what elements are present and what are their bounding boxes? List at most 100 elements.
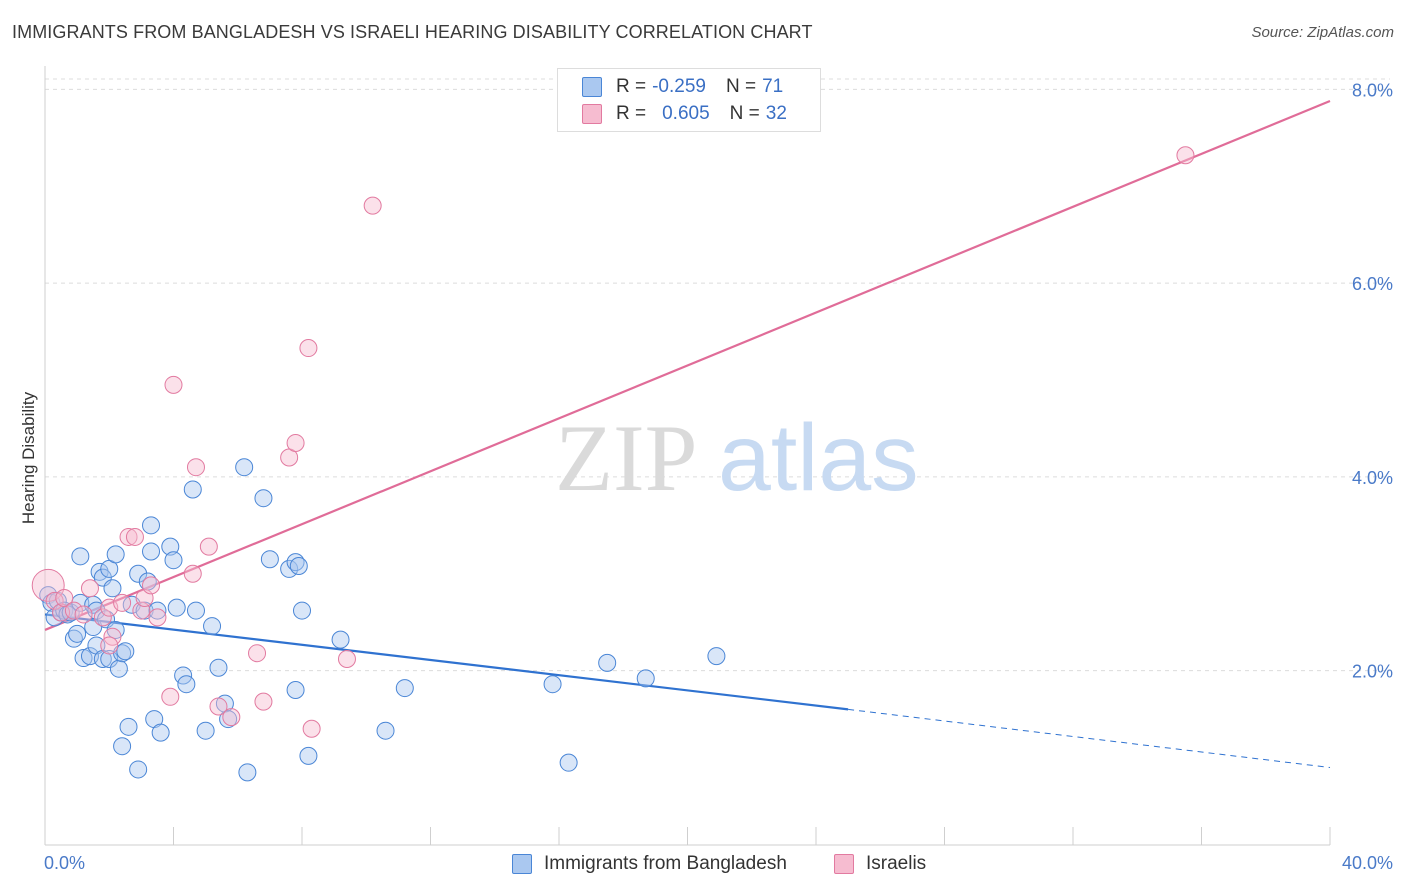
data-point-bangladesh <box>113 737 132 756</box>
watermark: ZIP atlas <box>555 405 919 511</box>
data-point-bangladesh <box>543 675 562 694</box>
data-point-bangladesh <box>598 653 617 672</box>
data-point-bangladesh <box>151 723 170 742</box>
x-tick-labels: 0.0% 40.0% <box>44 853 1393 873</box>
data-point-bangladesh <box>196 721 215 740</box>
data-point-bangladesh <box>299 746 318 765</box>
trend-line-bangladesh <box>44 613 849 711</box>
data-point-bangladesh <box>71 547 90 566</box>
data-point-israelis <box>363 196 382 215</box>
bottom-legend-swatch-pink <box>834 854 854 874</box>
data-point-bangladesh <box>260 550 279 569</box>
y-tick-labels: 2.0% 4.0% 6.0% 8.0% <box>1352 80 1393 681</box>
data-point-israelis <box>299 339 318 358</box>
data-point-bangladesh <box>235 458 254 477</box>
data-point-bangladesh <box>129 760 148 779</box>
legend-row-israelis: R = 0.605 N = 32 <box>582 102 787 126</box>
data-point-israelis <box>186 458 205 477</box>
data-point-bangladesh <box>103 579 122 598</box>
trend-line-bangladesh-extension <box>848 708 1331 768</box>
bottom-legend-swatch-blue <box>512 854 532 874</box>
data-point-bangladesh <box>142 516 161 535</box>
legend-row-bangladesh: R = -0.259 N = 71 <box>582 75 783 99</box>
legend-n-label: N = <box>725 76 757 97</box>
data-point-bangladesh <box>203 617 222 636</box>
data-point-bangladesh <box>209 658 228 677</box>
data-point-bangladesh <box>161 537 180 556</box>
source-label: Source: ZipAtlas.com <box>1251 24 1394 41</box>
x-tick-label: 40.0% <box>1342 853 1393 873</box>
y-tick-label: 4.0% <box>1352 468 1393 488</box>
data-point-israelis <box>164 375 183 394</box>
data-point-bangladesh <box>129 564 148 583</box>
legend: R = -0.259 N = 71 R = 0.605 N = 32 <box>557 68 821 132</box>
data-point-bangladesh <box>183 480 202 499</box>
data-point-bangladesh <box>395 679 414 698</box>
data-point-israelis <box>183 564 202 583</box>
data-point-israelis <box>248 644 267 663</box>
data-point-israelis <box>337 650 356 668</box>
data-point-bangladesh <box>142 542 161 561</box>
chart-title: IMMIGRANTS FROM BANGLADESH VS ISRAELI HE… <box>12 22 813 42</box>
data-point-bangladesh <box>74 649 93 668</box>
data-point-israelis <box>199 537 218 556</box>
data-point-bangladesh <box>293 601 311 620</box>
data-point-bangladesh <box>376 721 395 740</box>
data-point-bangladesh <box>289 557 308 575</box>
watermark-zip: ZIP <box>555 405 698 511</box>
legend-swatch-blue <box>582 77 602 97</box>
data-point-israelis <box>119 527 138 546</box>
bottom-legend-israelis: Israelis <box>834 852 926 876</box>
data-point-bangladesh <box>167 598 186 617</box>
data-point-israelis <box>31 568 65 602</box>
legend-swatch-pink <box>582 104 602 124</box>
data-point-bangladesh <box>331 630 350 649</box>
y-tick-label: 8.0% <box>1352 80 1393 100</box>
data-point-israelis <box>113 593 132 612</box>
data-point-israelis <box>148 608 167 627</box>
data-point-bangladesh <box>186 601 205 620</box>
legend-n-value: 71 <box>762 76 784 97</box>
data-point-bangladesh <box>707 647 726 666</box>
y-tick-label: 6.0% <box>1352 274 1393 294</box>
y-axis-label: Hearing Disability <box>19 391 38 524</box>
data-point-israelis <box>254 692 273 711</box>
data-point-israelis <box>55 588 74 607</box>
legend-r-label: R = <box>616 76 647 97</box>
data-point-bangladesh <box>148 601 167 620</box>
data-point-israelis <box>286 433 305 452</box>
data-point-israelis <box>125 527 144 546</box>
data-point-bangladesh <box>109 659 128 678</box>
data-point-israelis <box>142 576 161 595</box>
legend-r-value: 0.605 <box>662 103 710 124</box>
data-point-bangladesh <box>254 489 273 508</box>
bottom-legend-label: Israelis <box>866 853 927 874</box>
data-point-bangladesh <box>68 624 87 643</box>
legend-n-value: 32 <box>765 103 787 124</box>
points-bangladesh <box>39 458 726 782</box>
data-point-bangladesh <box>238 763 257 782</box>
legend-n-label: N = <box>729 103 760 124</box>
data-point-bangladesh <box>636 669 655 688</box>
trend-line-israelis <box>44 99 1331 631</box>
data-point-bangladesh <box>219 710 238 729</box>
data-point-bangladesh <box>559 753 578 772</box>
data-point-israelis <box>302 719 321 738</box>
trend-bangladesh <box>44 613 1331 768</box>
y-tick-label: 2.0% <box>1352 662 1393 682</box>
data-point-bangladesh <box>119 717 138 736</box>
data-point-israelis <box>209 697 228 716</box>
points-israelis <box>31 146 1195 738</box>
data-point-bangladesh <box>64 629 83 648</box>
axes <box>44 66 1331 846</box>
legend-r-label: R = <box>616 103 647 124</box>
grid-lines <box>45 78 1390 672</box>
data-point-israelis <box>161 687 180 706</box>
trend-israelis <box>44 99 1331 631</box>
bottom-legend-bangladesh: Immigrants from Bangladesh <box>512 852 787 876</box>
watermark-atlas: atlas <box>718 405 919 511</box>
data-point-israelis <box>93 608 112 627</box>
legend-r-value: -0.259 <box>652 76 706 97</box>
data-point-bangladesh <box>116 642 135 661</box>
